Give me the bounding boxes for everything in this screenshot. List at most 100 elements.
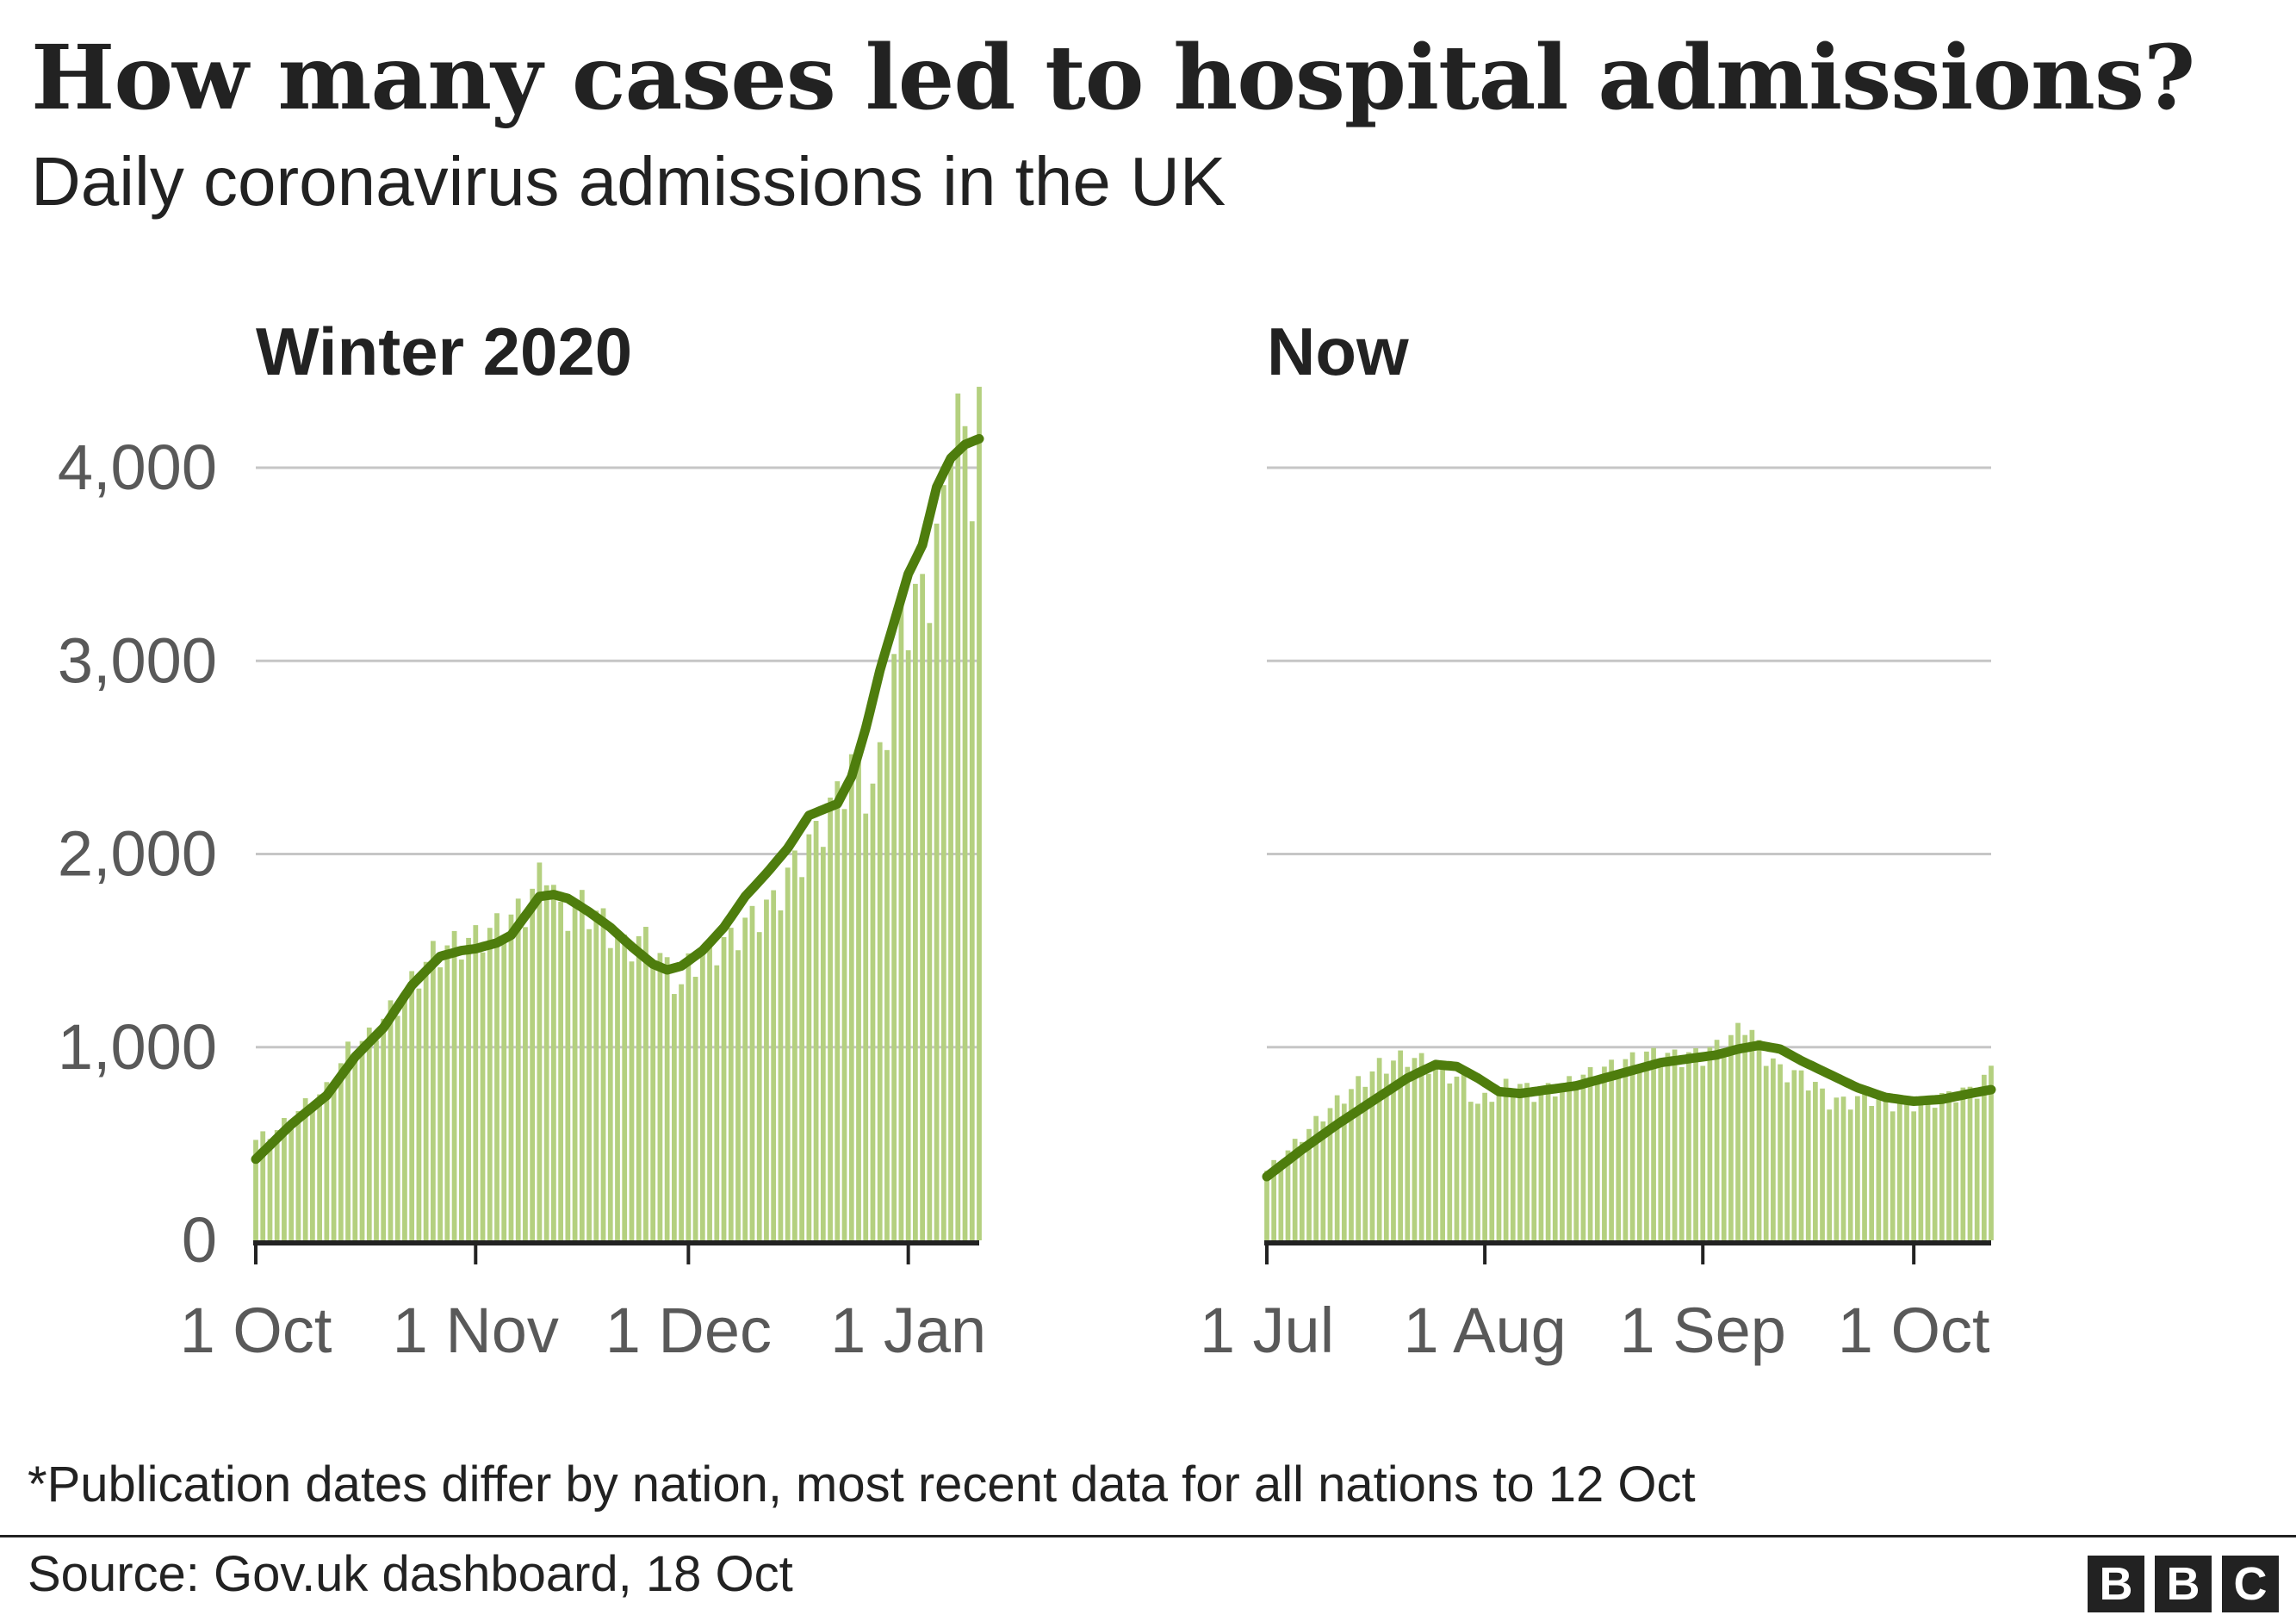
admission-bar xyxy=(1960,1087,1966,1240)
footer-divider xyxy=(0,1535,2296,1537)
admission-bar xyxy=(1686,1052,1691,1240)
admission-bar xyxy=(1306,1128,1312,1240)
admission-bar xyxy=(1285,1150,1291,1240)
admission-bar xyxy=(742,917,748,1240)
bbc-logo: B B C xyxy=(2088,1556,2279,1612)
bbc-logo-block: B xyxy=(2155,1556,2212,1612)
admission-bar xyxy=(891,654,897,1240)
admission-bar xyxy=(444,945,450,1240)
admission-bar xyxy=(1925,1096,1931,1240)
admission-bar xyxy=(785,867,791,1240)
admission-bar xyxy=(1763,1065,1769,1240)
admission-bar xyxy=(494,913,500,1240)
admission-bar xyxy=(1672,1049,1678,1240)
panel-now: Now 1 Jul 1 Aug 1 Sep 1 Oct xyxy=(1200,314,1996,1366)
admission-bar xyxy=(317,1094,322,1240)
admission-bar xyxy=(1707,1047,1713,1240)
admission-bar xyxy=(1391,1060,1396,1240)
admission-bar xyxy=(1981,1074,1987,1240)
admission-bar xyxy=(458,960,464,1240)
panel-title: Winter 2020 xyxy=(256,314,632,389)
admission-bar xyxy=(1658,1066,1664,1240)
admission-bar xyxy=(572,903,578,1240)
admission-bar xyxy=(1629,1052,1635,1240)
admission-bar xyxy=(841,809,847,1240)
admission-bar xyxy=(664,957,670,1240)
admission-bar xyxy=(1461,1074,1467,1240)
admission-bar xyxy=(1855,1096,1860,1240)
bars xyxy=(1264,1022,1994,1240)
admission-bar xyxy=(1447,1083,1453,1240)
admission-bar xyxy=(771,890,777,1240)
x-tick-label: 1 Nov xyxy=(393,1295,559,1366)
admission-bar xyxy=(686,953,692,1240)
admission-bar xyxy=(1567,1076,1572,1240)
admission-bar xyxy=(1636,1067,1642,1240)
admission-bar xyxy=(948,459,953,1240)
admission-bar xyxy=(1679,1066,1685,1240)
admission-bar xyxy=(381,1018,387,1240)
admission-bar xyxy=(828,797,833,1240)
admission-bar xyxy=(835,781,841,1240)
admission-bar xyxy=(820,847,826,1240)
admission-bar xyxy=(1932,1108,1938,1240)
admission-bar xyxy=(615,933,620,1240)
admission-bar xyxy=(1292,1139,1298,1240)
admission-bar xyxy=(1587,1066,1593,1240)
admission-bar xyxy=(672,994,677,1240)
admission-bar xyxy=(260,1131,266,1240)
admission-bar xyxy=(501,941,507,1240)
admission-bar xyxy=(253,1140,258,1240)
admission-bar xyxy=(756,932,762,1240)
admission-bar xyxy=(331,1085,337,1240)
admission-bar xyxy=(1418,1053,1424,1240)
admission-bar xyxy=(1616,1074,1622,1240)
y-tick-label: 2,000 xyxy=(58,818,217,890)
x-tick-label: 1 Jul xyxy=(1200,1295,1334,1366)
admission-bar xyxy=(1341,1103,1347,1240)
admission-bar xyxy=(1840,1096,1846,1240)
admission-bar xyxy=(877,742,883,1240)
admission-bar xyxy=(274,1130,280,1240)
admission-bar xyxy=(1735,1022,1741,1240)
admission-bar xyxy=(1644,1051,1649,1240)
admission-bar xyxy=(1820,1088,1825,1240)
admission-bar xyxy=(431,941,436,1240)
admission-bar xyxy=(707,941,712,1240)
admission-bar xyxy=(1953,1102,1959,1240)
admission-bar xyxy=(778,910,784,1240)
admission-bar xyxy=(593,910,599,1240)
admission-bar xyxy=(282,1117,287,1240)
bars xyxy=(253,387,982,1240)
admission-bar xyxy=(374,1040,379,1240)
footnote: *Publication dates differ by nation, mos… xyxy=(28,1457,1696,1513)
admission-bar xyxy=(1594,1081,1600,1240)
x-tick-label: 1 Sep xyxy=(1620,1295,1786,1366)
admission-bar xyxy=(473,925,479,1240)
x-tick-label: 1 Jan xyxy=(830,1295,986,1366)
admission-bar xyxy=(416,988,422,1240)
admission-bar xyxy=(1362,1086,1368,1240)
admission-bar xyxy=(352,1057,358,1240)
admission-bar xyxy=(1552,1096,1558,1240)
admission-bar xyxy=(586,929,592,1240)
admission-bar xyxy=(1531,1102,1537,1240)
admission-bar xyxy=(1454,1076,1460,1240)
admission-bar xyxy=(1714,1040,1720,1240)
admission-bar xyxy=(940,485,946,1240)
admission-bar xyxy=(480,952,486,1240)
seven-day-average-line xyxy=(251,433,984,1165)
admission-bar xyxy=(508,914,514,1240)
admission-bar xyxy=(1398,1050,1403,1240)
admission-bar xyxy=(1560,1084,1565,1240)
admission-bar xyxy=(643,927,648,1240)
admission-bar xyxy=(1524,1083,1530,1240)
admission-bar xyxy=(1503,1078,1509,1240)
admission-bar xyxy=(1896,1101,1902,1240)
admission-bar xyxy=(1890,1111,1896,1240)
admission-bar xyxy=(537,862,543,1240)
admission-bar xyxy=(1876,1095,1882,1240)
admission-bar xyxy=(1721,1054,1727,1240)
admission-bar xyxy=(487,928,493,1240)
